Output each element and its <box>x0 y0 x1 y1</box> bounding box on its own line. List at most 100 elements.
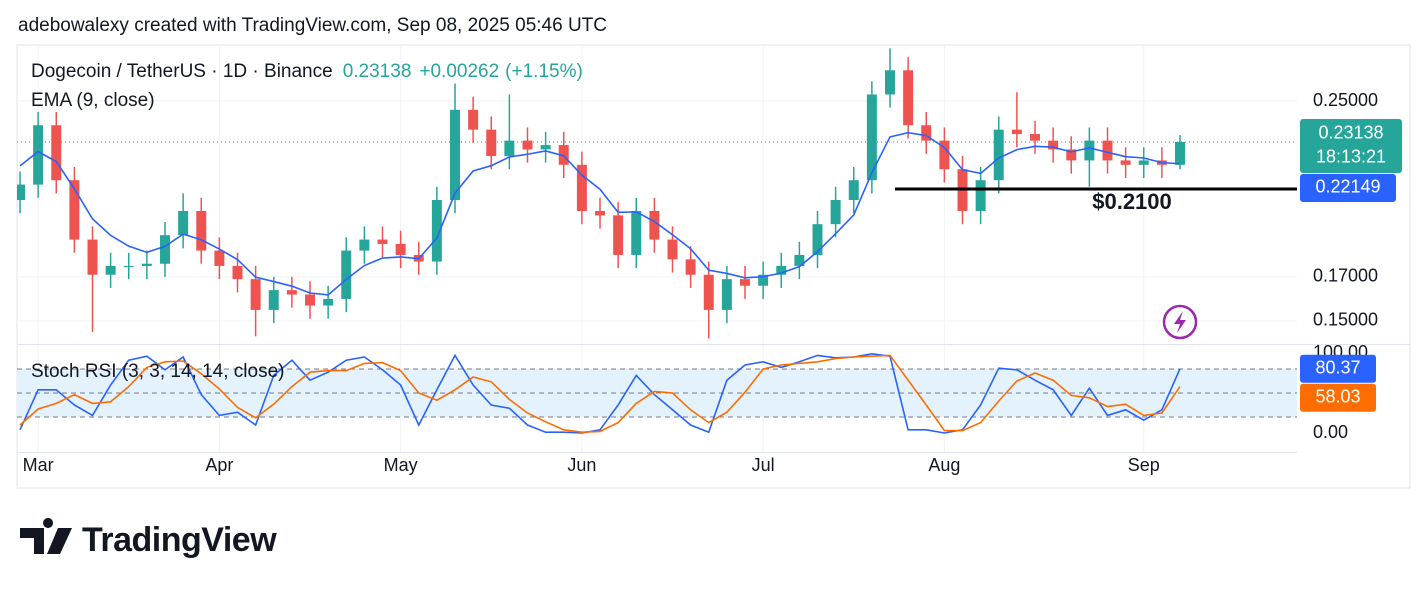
candle-body <box>885 70 895 95</box>
candle-body <box>323 298 334 306</box>
candle-body <box>540 145 551 150</box>
candle-body <box>504 140 515 157</box>
candle-body <box>450 109 460 200</box>
candle-body <box>431 199 442 262</box>
candle-body <box>794 254 805 266</box>
candle-body <box>975 180 986 211</box>
last-price: 0.23138 <box>343 61 412 82</box>
y-tick-label: 0.00 <box>1313 422 1348 442</box>
candle-body <box>17 184 25 200</box>
candle-body <box>758 274 769 286</box>
support-annotation: $0.2100 <box>1092 189 1172 214</box>
candle-body <box>776 265 787 275</box>
last-price-box <box>1300 118 1402 173</box>
stoch-legend: Stoch RSI (3, 3, 14, 14, close) <box>31 361 284 382</box>
axes: Mar Apr May Jun Jul Aug Sep 0.15000 0.17000 0.250… <box>23 90 1402 475</box>
legend-title: Dogecoin / TetherUS · 1D · Binance 0.2313… <box>31 61 583 82</box>
candle-body <box>812 224 823 255</box>
x-tick-label: Jun <box>567 455 596 475</box>
candle-body <box>1120 160 1131 165</box>
candle-body <box>649 210 660 240</box>
candle-body <box>123 265 134 267</box>
candle-body <box>377 239 388 244</box>
logo: TradingView <box>20 518 278 559</box>
attribution: adebowalexy created with TradingView.com… <box>18 15 607 36</box>
candle-body <box>939 140 950 170</box>
candle-body <box>1066 149 1077 161</box>
candle-body <box>33 125 44 185</box>
x-tick-label: Sep <box>1128 455 1160 475</box>
stoch-line <box>19 352 1181 434</box>
x-tick-label: Apr <box>205 455 233 475</box>
candle-body <box>160 235 170 264</box>
candle-body <box>105 265 116 275</box>
ema-value-label: 0.22149 <box>1315 177 1380 197</box>
x-tick-label: Aug <box>928 455 960 475</box>
candle-body <box>1175 141 1185 165</box>
stoch-value-label: 80.37 <box>1315 357 1360 377</box>
candle-body <box>921 125 932 141</box>
symbol-title: Dogecoin / TetherUS · 1D · Binance <box>31 61 333 82</box>
candle-body <box>286 290 297 295</box>
candle-body <box>1030 134 1040 141</box>
candle-body <box>468 109 479 130</box>
stoch-pane <box>17 352 1297 434</box>
candle-body <box>359 239 370 251</box>
chart-frame <box>16 44 1411 489</box>
candle-body <box>740 279 750 286</box>
y-tick-label: 0.15000 <box>1313 310 1378 330</box>
candle-body <box>576 164 587 211</box>
stoch-value-label: 58.03 <box>1315 386 1360 406</box>
candle-body <box>866 94 877 181</box>
y-tick-label: 0.25000 <box>1313 90 1378 110</box>
candle-body <box>903 70 914 126</box>
candle-body <box>1102 140 1113 161</box>
ema-line <box>19 131 1181 296</box>
candle-body <box>51 125 62 181</box>
alert-icon[interactable] <box>1162 304 1198 340</box>
price-change-pct: (+1.15%) <box>505 61 583 82</box>
candle-body <box>250 279 261 310</box>
candle-body <box>613 215 624 255</box>
candle-body <box>69 180 80 240</box>
candle-body <box>141 263 152 266</box>
candle-body <box>232 265 243 280</box>
candle-body <box>703 274 714 310</box>
candle-body <box>268 290 279 310</box>
candle-body <box>1011 129 1022 135</box>
candle-body <box>848 180 859 200</box>
candle-body <box>214 250 225 266</box>
candle-body <box>178 210 189 236</box>
stoch-value-box <box>1300 383 1376 412</box>
ema-legend: EMA (9, close) <box>31 90 155 111</box>
x-tick-label: May <box>384 455 418 475</box>
candle-body <box>196 210 207 251</box>
candle-body <box>830 199 841 225</box>
candle-body <box>486 129 497 157</box>
x-tick-label: Mar <box>23 455 54 475</box>
candle-body <box>305 294 315 306</box>
candle-body <box>395 243 406 255</box>
x-tick-label: Jul <box>752 455 775 475</box>
candle-body <box>595 210 605 216</box>
candle-body <box>1084 140 1095 161</box>
candle-body <box>1138 160 1149 165</box>
price-change: +0.00262 <box>419 61 499 82</box>
last-price-label: 0.23138 <box>1318 123 1383 143</box>
candle-body <box>993 129 1004 181</box>
candle-body <box>1048 140 1059 150</box>
price-pane <box>17 48 1297 339</box>
candle-body <box>631 210 642 255</box>
stoch-value-box <box>1300 354 1376 383</box>
candle-body <box>341 250 352 299</box>
logo-text: TradingView <box>82 521 277 559</box>
y-tick-label: 0.17000 <box>1313 266 1378 286</box>
ema-value-box <box>1300 173 1396 202</box>
candle-body <box>558 145 569 165</box>
candle-body <box>87 239 98 275</box>
candle-body <box>685 259 696 275</box>
candle-body <box>721 279 732 310</box>
candle-body <box>667 239 678 260</box>
stoch-line <box>19 354 1181 434</box>
